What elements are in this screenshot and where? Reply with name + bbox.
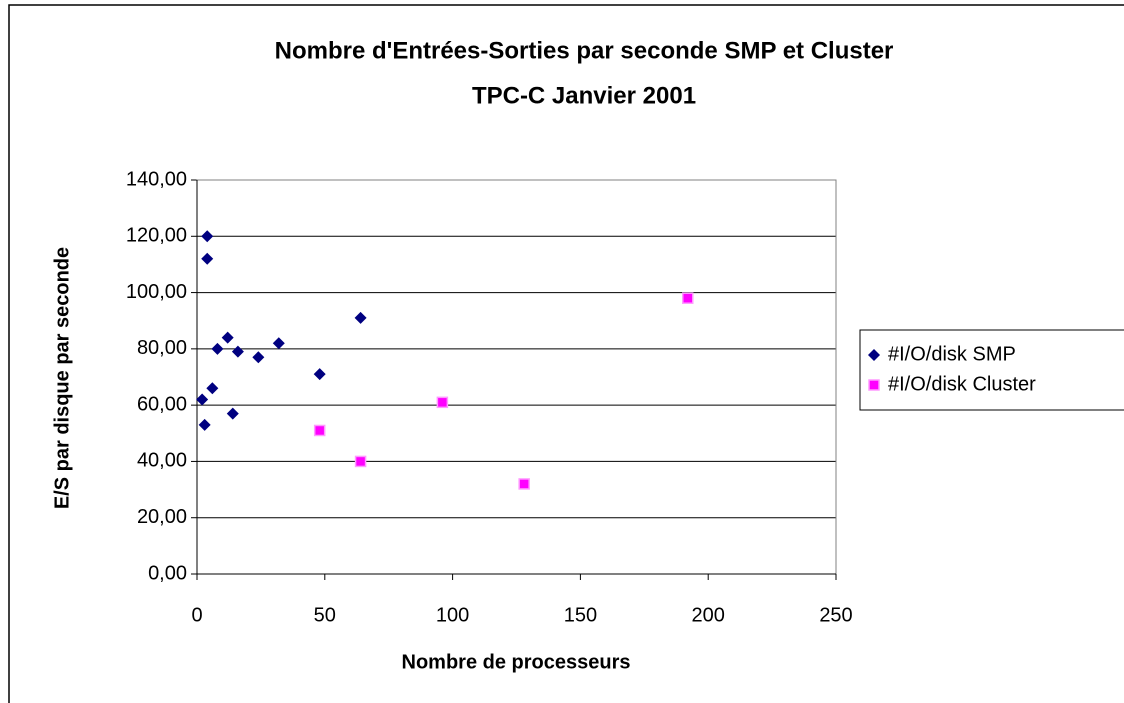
point xyxy=(354,311,367,324)
y-tick-label: 0,00 xyxy=(148,562,187,584)
legend-label: #I/O/disk SMP xyxy=(888,343,1016,365)
y-tick-label: 40,00 xyxy=(137,450,187,472)
point xyxy=(231,345,244,358)
point xyxy=(313,368,326,381)
point xyxy=(313,424,326,437)
point xyxy=(196,393,209,406)
point xyxy=(272,337,285,350)
point xyxy=(682,292,694,304)
y-tick-label: 60,00 xyxy=(137,393,187,415)
legend-marker xyxy=(868,379,880,391)
point xyxy=(211,342,224,355)
legend-box xyxy=(859,329,1124,411)
point xyxy=(201,252,214,265)
point xyxy=(198,418,211,431)
y-tick-label: 20,00 xyxy=(137,506,187,528)
point xyxy=(226,407,239,420)
y-tick-label: 140,00 xyxy=(126,168,187,190)
x-tick-label: 50 xyxy=(314,604,336,626)
point xyxy=(206,382,219,395)
x-tick-label: 150 xyxy=(564,604,597,626)
point xyxy=(436,396,449,409)
x-tick-label: 0 xyxy=(191,604,202,626)
point xyxy=(354,455,367,468)
chart-title: TPC-C Janvier 2001 xyxy=(472,82,696,109)
point xyxy=(221,331,234,344)
x-tick-label: 250 xyxy=(819,604,852,626)
chart-title: Nombre d'Entrées-Sorties par seconde SMP… xyxy=(275,37,894,64)
y-tick-label: 80,00 xyxy=(137,337,187,359)
point xyxy=(252,351,265,364)
x-tick-label: 200 xyxy=(692,604,725,626)
legend-label: #I/O/disk Cluster xyxy=(888,373,1036,395)
y-axis-title: E/S par disque par seconde xyxy=(51,247,73,509)
x-tick-label: 100 xyxy=(436,604,469,626)
point xyxy=(201,230,214,243)
y-tick-label: 120,00 xyxy=(126,225,187,247)
x-axis-title: Nombre de processeurs xyxy=(402,651,631,673)
point xyxy=(518,478,530,490)
legend-marker xyxy=(868,349,880,361)
y-tick-label: 100,00 xyxy=(126,281,187,303)
